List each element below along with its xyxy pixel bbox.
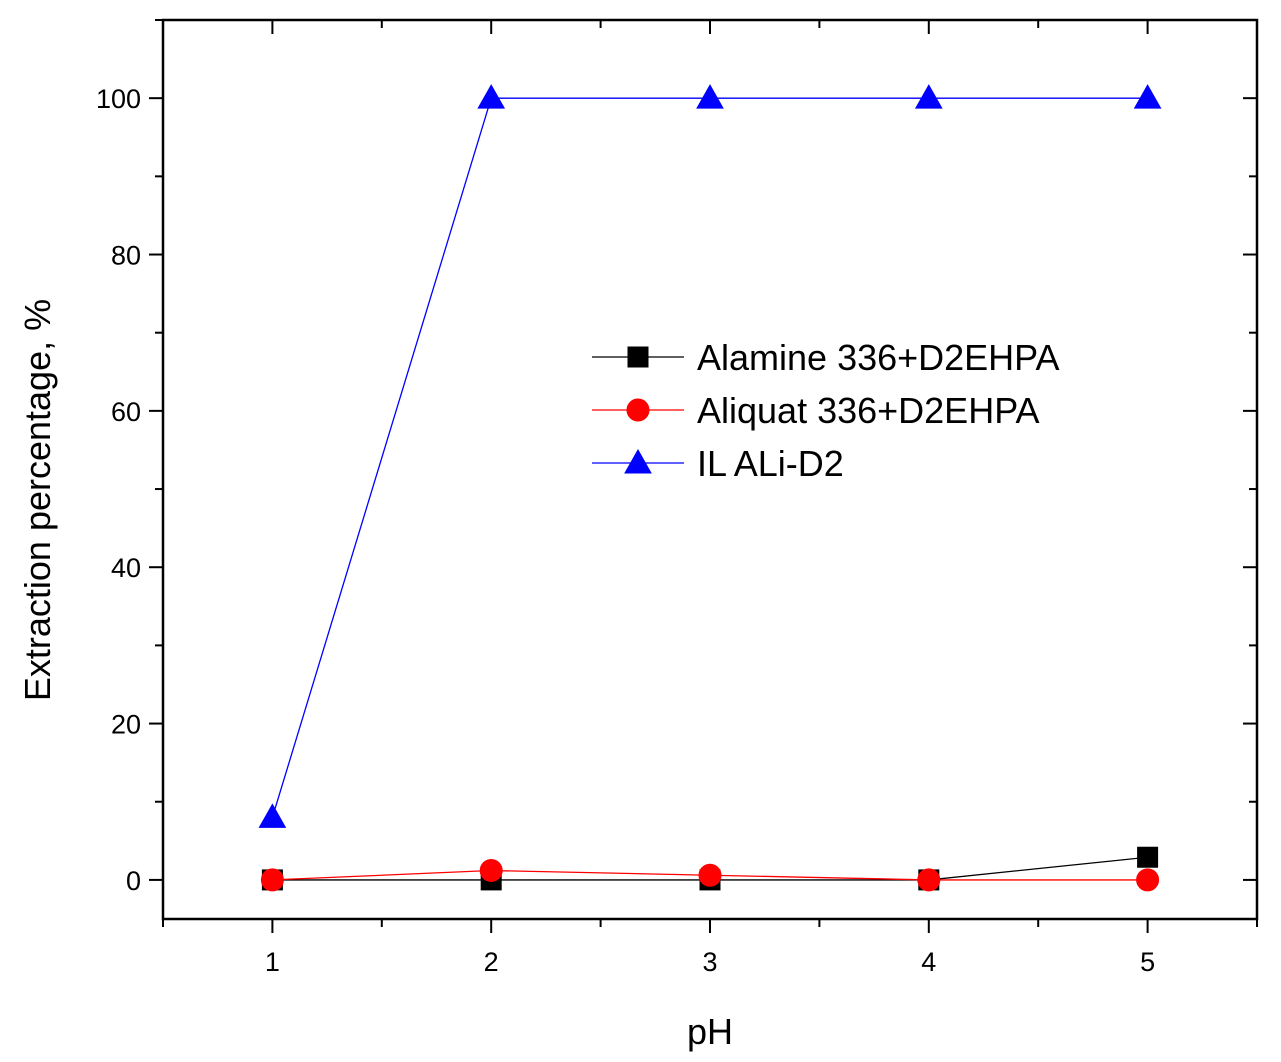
data-point bbox=[1133, 84, 1162, 109]
legend-marker bbox=[626, 398, 650, 422]
legend-label: Aliquat 336+D2EHPA bbox=[697, 390, 1040, 431]
data-point bbox=[914, 84, 943, 109]
series-2 bbox=[260, 859, 1160, 892]
legend-item: IL ALi-D2 bbox=[592, 443, 844, 484]
data-point bbox=[698, 863, 722, 887]
data-point bbox=[258, 803, 287, 828]
data-point bbox=[1137, 846, 1159, 868]
data-point bbox=[477, 84, 506, 109]
data-point bbox=[479, 859, 503, 883]
legend-item: Alamine 336+D2EHPA bbox=[592, 337, 1060, 378]
legend-marker bbox=[624, 448, 652, 474]
y-tick-label: 20 bbox=[111, 710, 141, 740]
x-tick-label: 1 bbox=[265, 947, 280, 977]
data-point bbox=[1136, 868, 1160, 892]
series-3 bbox=[258, 84, 1162, 828]
y-axis-title: Extraction percentage, % bbox=[17, 299, 58, 701]
data-point bbox=[260, 868, 284, 892]
legend: Alamine 336+D2EHPA Aliquat 336+D2EHPA IL A… bbox=[592, 337, 1060, 484]
series-group bbox=[258, 84, 1162, 892]
data-point bbox=[917, 868, 941, 892]
legend-label: Alamine 336+D2EHPA bbox=[697, 337, 1060, 378]
x-tick-label: 4 bbox=[921, 947, 936, 977]
y-tick-label: 80 bbox=[111, 241, 141, 271]
y-tick-label: 40 bbox=[111, 553, 141, 583]
data-point bbox=[696, 84, 724, 109]
x-axis-title: pH bbox=[687, 1011, 733, 1052]
legend-marker bbox=[627, 346, 649, 368]
y-tick-label: 100 bbox=[96, 84, 141, 114]
y-tick-label: 60 bbox=[111, 397, 141, 427]
axis-ticks: 1 2 3 4 5 0 20 40 60 80 100 bbox=[96, 19, 1258, 977]
y-tick-label: 0 bbox=[126, 866, 141, 896]
x-tick-label: 5 bbox=[1140, 947, 1155, 977]
x-tick-label: 2 bbox=[484, 947, 499, 977]
x-tick-label: 3 bbox=[702, 947, 717, 977]
legend-item: Aliquat 336+D2EHPA bbox=[592, 390, 1040, 431]
legend-label: IL ALi-D2 bbox=[697, 443, 844, 484]
